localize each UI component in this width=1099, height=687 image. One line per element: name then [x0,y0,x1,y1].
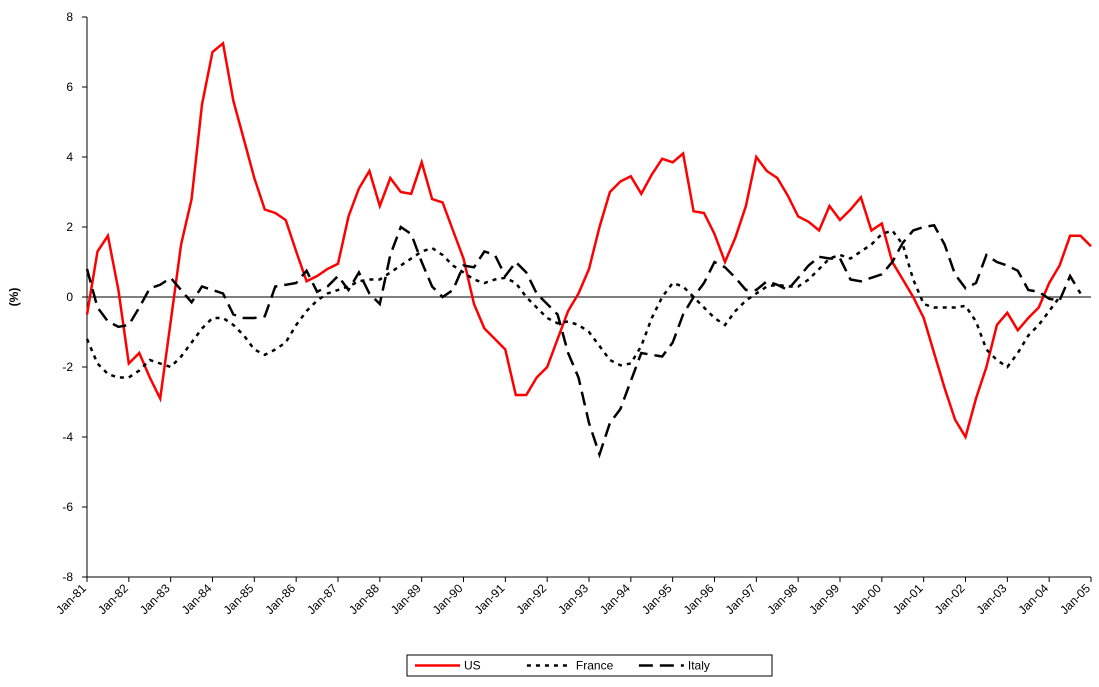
x-tick-label: Jan-91 [472,581,508,617]
y-tick-label: 4 [66,150,73,164]
legend-label: Italy [688,659,710,673]
x-tick-label: Jan-00 [848,581,884,617]
y-tick-label: -4 [62,430,73,444]
x-tick-label: Jan-83 [137,581,173,617]
x-tick-label: Jan-97 [723,581,759,617]
line-us [85,40,1092,441]
x-tick-label: Jan-85 [221,581,257,617]
x-tick-label: Jan-89 [388,581,424,617]
legend-label: France [576,659,614,673]
y-tick-label: 8 [66,10,73,24]
x-tick-label: Jan-03 [974,581,1010,617]
x-tick-label: Jan-05 [1057,581,1093,617]
x-tick-label: Jan-96 [681,581,717,617]
x-tick-label: Jan-82 [95,581,131,617]
y-tick-label: 0 [66,290,73,304]
x-tick-label: Jan-94 [597,581,633,617]
x-tick-label: Jan-86 [262,581,298,617]
legend-label: US [464,659,481,673]
x-tick-label: Jan-88 [346,581,382,617]
x-tick-label: Jan-92 [513,581,549,617]
x-tick-label: Jan-84 [179,581,215,617]
x-tick-label: Jan-01 [890,581,926,617]
x-tick-label: Jan-04 [1015,581,1051,617]
x-tick-label: Jan-81 [53,581,89,617]
x-tick-label: Jan-99 [806,581,842,617]
line-france [85,229,1061,379]
x-tick-label: Jan-02 [932,581,968,617]
y-axis-label: (%) [7,288,21,307]
y-tick-label: -2 [62,360,73,374]
x-tick-label: Jan-93 [555,581,591,617]
y-tick-label: -8 [62,570,73,584]
x-tick-label: Jan-95 [639,581,675,617]
y-tick-label: 6 [66,80,73,94]
x-tick-label: Jan-98 [764,581,800,617]
legend-box [406,654,773,677]
y-tick-label: 2 [66,220,73,234]
x-tick-label: Jan-87 [304,581,340,617]
line-italy [85,223,1082,459]
x-tick-label: Jan-90 [430,581,466,617]
y-tick-label: -6 [62,500,73,514]
